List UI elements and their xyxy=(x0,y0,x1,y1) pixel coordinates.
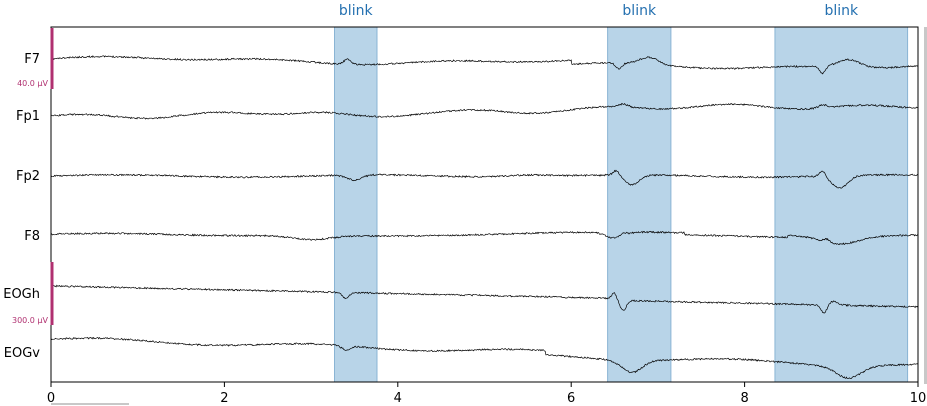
channel-label-fp2: Fp2 xyxy=(16,169,40,184)
annotation-label-2: blink xyxy=(622,3,657,19)
x-axis: 0 2 4 6 8 10 xyxy=(47,382,926,406)
scale-bar-layer: 40.0 µV 300.0 µV xyxy=(12,28,54,325)
plot-frame xyxy=(50,26,919,383)
x-tick-label-4: 8 xyxy=(740,391,748,406)
x-tick-label-1: 2 xyxy=(220,391,228,406)
x-tick-label-2: 4 xyxy=(394,391,402,406)
annotation-label-3: blink xyxy=(824,3,859,19)
annotation-label-1: blink xyxy=(339,3,374,19)
channel-label-f7: F7 xyxy=(24,52,40,67)
vertical-scrollbar[interactable] xyxy=(924,27,927,384)
trace-f8 xyxy=(50,230,919,246)
channel-label-eogv: EOGv xyxy=(4,346,41,361)
trace-eogv xyxy=(50,336,919,380)
channel-label-f8: F8 xyxy=(24,229,40,244)
trace-fp2 xyxy=(50,169,919,189)
annotation-span-3[interactable] xyxy=(774,26,909,383)
channel-label-fp1: Fp1 xyxy=(16,109,40,124)
trace-fp1 xyxy=(51,102,919,120)
annotation-span-1[interactable] xyxy=(334,26,378,383)
trace-layer xyxy=(50,55,919,380)
horizontal-scrollbar[interactable] xyxy=(51,403,129,405)
annotation-layer: blink blink blink xyxy=(334,3,909,383)
x-tick-label-5: 10 xyxy=(910,391,927,406)
annotation-span-2[interactable] xyxy=(607,26,672,383)
trace-eogh xyxy=(50,284,919,314)
x-tick-label-0: 0 xyxy=(47,391,55,406)
scale-bar-label-2: 300.0 µV xyxy=(12,316,49,325)
x-tick-label-3: 6 xyxy=(567,391,575,406)
trace-f7 xyxy=(50,55,919,75)
channel-label-layer: F7 Fp1 Fp2 F8 EOGh EOGv xyxy=(3,52,40,361)
scale-bar-label-1: 40.0 µV xyxy=(17,79,48,88)
channel-label-eogh: EOGh xyxy=(3,287,40,302)
